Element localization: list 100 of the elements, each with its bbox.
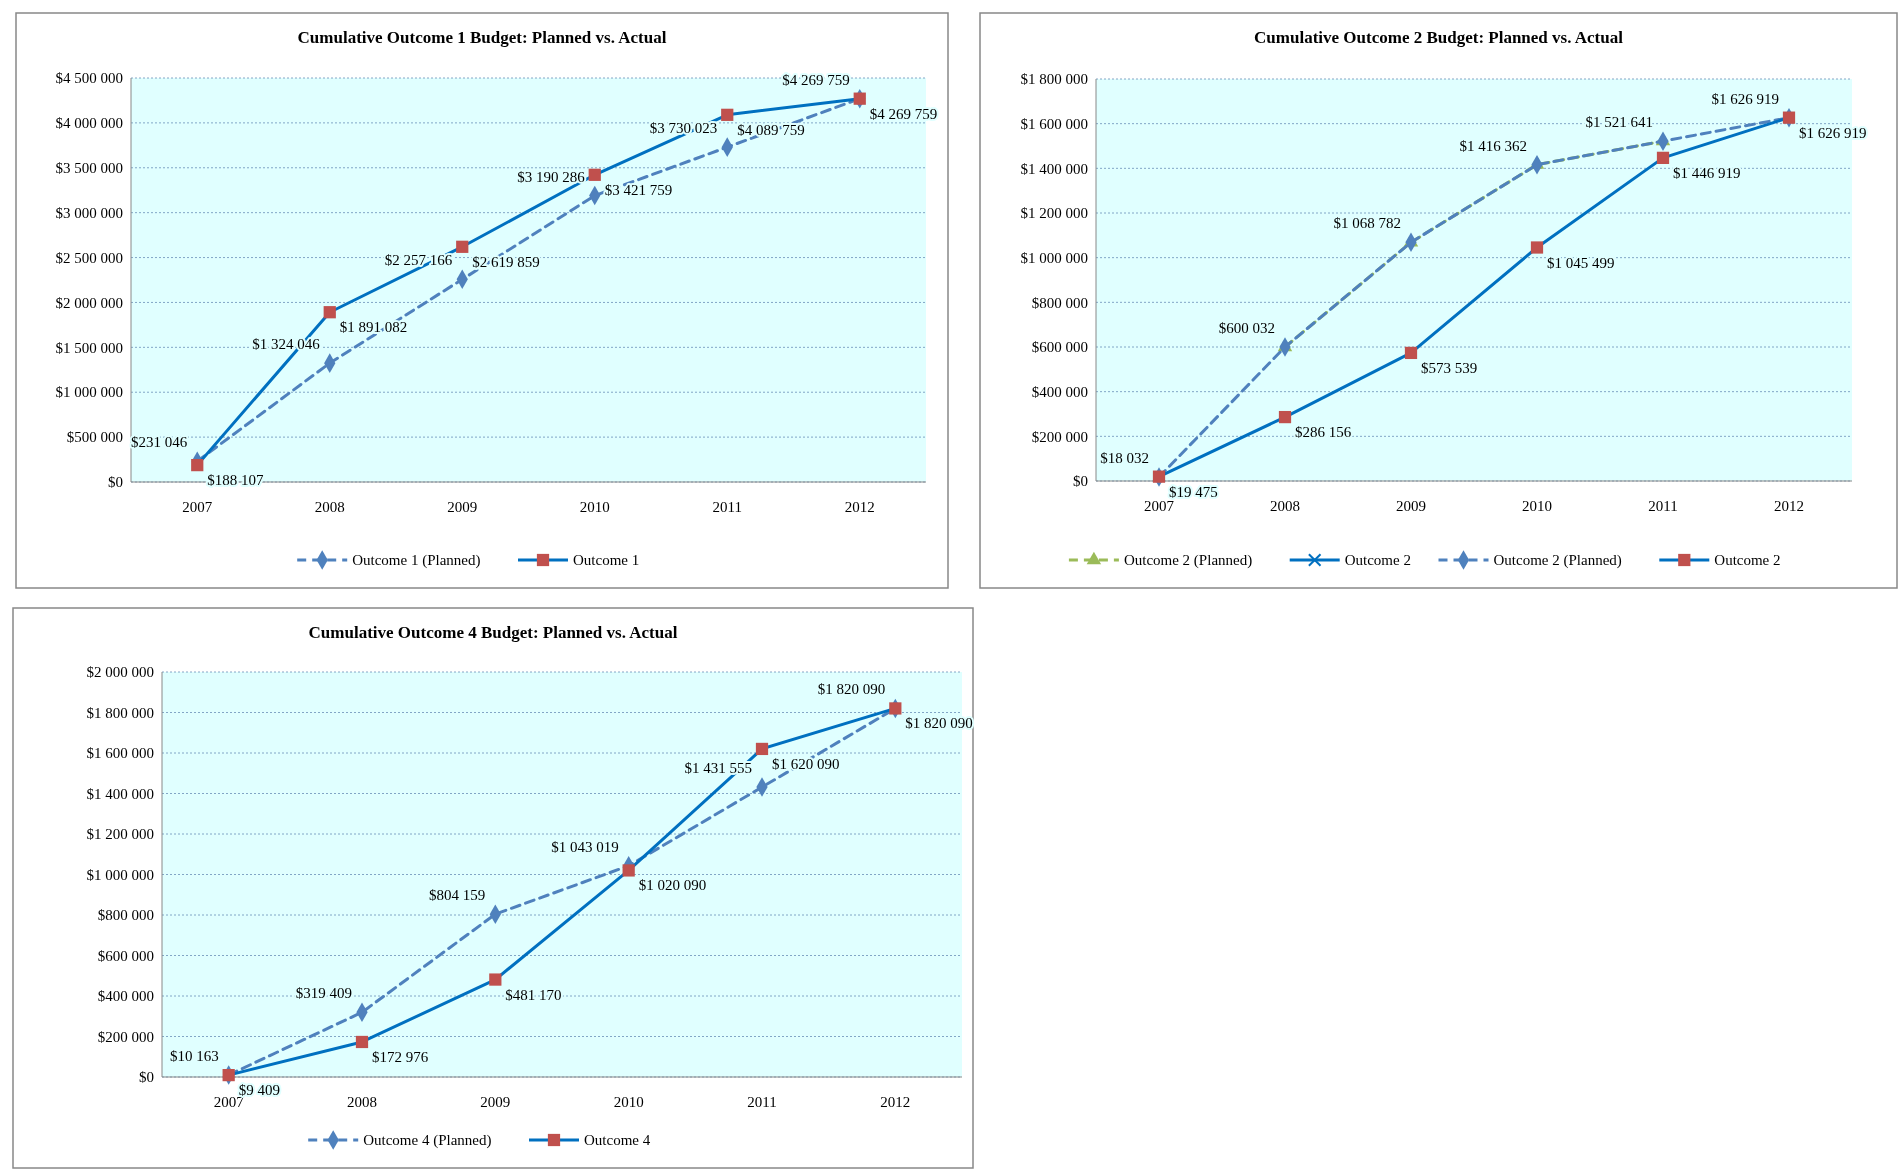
x-tick-label: 2011 — [747, 1094, 777, 1110]
point — [1782, 111, 1796, 124]
point — [1152, 470, 1166, 483]
data-label: $3 190 286 — [517, 168, 586, 185]
x-tick-label: 2008 — [1270, 498, 1300, 514]
data-label: $319 409 — [295, 985, 352, 1002]
y-tick-label: $2 000 000 — [86, 664, 154, 681]
y-tick-label: $1 800 000 — [1020, 71, 1088, 88]
x-tick-label: 2012 — [844, 499, 875, 515]
point — [489, 973, 502, 986]
y-tick-label: $1 000 000 — [1020, 249, 1088, 266]
data-label: $1 820 090 — [817, 681, 886, 698]
y-tick-label: $1 400 000 — [1020, 160, 1088, 177]
chart-title: Cumulative Outcome 2 Budget: Planned vs. Actual — [1254, 28, 1624, 47]
point — [355, 1035, 369, 1049]
data-label: $481 170 — [505, 986, 562, 1003]
x-tick-label: 2009 — [447, 499, 478, 515]
y-tick-label: $200 000 — [1031, 428, 1088, 445]
y-tick-label: $3 000 000 — [55, 204, 123, 221]
data-label: $1 068 782 — [1333, 215, 1401, 232]
data-label: $1 416 362 — [1459, 137, 1527, 154]
point — [588, 168, 601, 181]
x-tick-label: 2009 — [480, 1094, 511, 1110]
data-label: $1 020 090 — [638, 877, 707, 894]
data-label: $4 269 759 — [869, 105, 938, 122]
chart-title: Cumulative Outcome 4 Budget: Planned vs. Actual — [308, 623, 678, 642]
y-tick-label: $4 500 000 — [55, 70, 123, 87]
data-label: $19 475 — [1169, 483, 1218, 500]
legend-label: Outcome 1 (Planned) — [352, 552, 481, 570]
x-tick-label: 2011 — [712, 499, 742, 515]
point — [853, 92, 866, 105]
point — [721, 108, 734, 121]
point — [191, 458, 204, 472]
data-label: $3 730 023 — [649, 120, 718, 137]
point — [1656, 151, 1670, 164]
point — [1278, 410, 1292, 424]
data-label: $573 539 — [1421, 359, 1478, 376]
data-label: $1 626 919 — [1799, 124, 1867, 141]
legend-label: Outcome 2 (Planned) — [1123, 552, 1253, 570]
point — [323, 306, 336, 319]
data-label: $804 159 — [429, 887, 486, 904]
x-tick-label: 2012 — [880, 1094, 911, 1110]
data-label: $1 626 919 — [1711, 90, 1779, 107]
y-tick-label: $800 000 — [1031, 294, 1088, 311]
y-tick-label: $1 000 000 — [55, 384, 123, 401]
x-tick-label: 2008 — [347, 1094, 377, 1110]
x-tick-label: 2012 — [1774, 498, 1804, 514]
data-label: $10 163 — [169, 1047, 219, 1064]
data-label: $18 032 — [1100, 449, 1149, 466]
point — [1530, 241, 1544, 254]
data-label: $4 089 759 — [737, 121, 805, 138]
legend-label: Outcome 4 (Planned) — [363, 1132, 492, 1150]
chart-title: Cumulative Outcome 1 Budget: Planned vs. Actual — [297, 28, 667, 47]
x-tick-label: 2009 — [1396, 498, 1426, 514]
y-tick-label: $400 000 — [97, 988, 154, 1005]
legend-label: Outcome 1 — [573, 552, 640, 569]
y-tick-label: $2 500 000 — [55, 249, 123, 266]
point — [889, 702, 902, 715]
data-label: $1 620 090 — [772, 755, 840, 772]
y-tick-label: $800 000 — [97, 907, 154, 924]
y-tick-label: $3 500 000 — [55, 160, 123, 177]
data-label: $1 820 090 — [905, 715, 973, 732]
data-label: $1 045 499 — [1547, 254, 1615, 271]
y-tick-label: $500 000 — [66, 429, 123, 446]
y-tick-label: $1 200 000 — [1020, 205, 1088, 222]
x-tick-label: 2007 — [1144, 498, 1175, 514]
y-tick-label: $1 600 000 — [1020, 115, 1088, 132]
x-tick-label: 2010 — [613, 1094, 644, 1110]
data-label: $172 976 — [372, 1048, 429, 1065]
data-label: $286 156 — [1295, 424, 1352, 441]
data-label: $1 043 019 — [551, 838, 619, 855]
y-tick-label: $1 600 000 — [86, 745, 154, 762]
y-tick-label: $1 500 000 — [55, 339, 123, 356]
point — [1404, 346, 1418, 360]
legend-label: Outcome 2 — [1714, 552, 1781, 569]
x-tick-label: 2008 — [314, 499, 345, 515]
y-tick-label: $1 000 000 — [86, 866, 154, 883]
y-tick-label: $0 — [1073, 473, 1088, 490]
data-label: $1 891 082 — [339, 319, 408, 336]
legend-label: Outcome 2 — [1344, 552, 1411, 569]
x-tick-label: 2007 — [182, 499, 213, 515]
y-tick-label: $0 — [108, 474, 123, 491]
data-label: $1 521 641 — [1585, 114, 1653, 131]
data-label: $1 446 919 — [1673, 164, 1741, 181]
y-tick-label: $1 400 000 — [86, 785, 154, 802]
y-tick-label: $400 000 — [1031, 383, 1088, 400]
legend-label: Outcome 2 (Planned) — [1493, 552, 1622, 570]
data-label: $188 107 — [207, 472, 264, 489]
data-label: $2 619 859 — [472, 253, 540, 270]
y-tick-label: $600 000 — [1031, 339, 1088, 356]
data-label: $4 269 759 — [782, 71, 850, 88]
point — [456, 240, 469, 253]
x-tick-label: 2010 — [579, 499, 610, 515]
y-tick-label: $1 800 000 — [86, 704, 154, 721]
data-label: $600 032 — [1218, 319, 1275, 336]
y-tick-label: $600 000 — [97, 947, 154, 964]
point — [622, 864, 635, 877]
data-label: $231 046 — [131, 434, 188, 451]
y-tick-label: $0 — [139, 1069, 154, 1086]
point — [755, 742, 769, 756]
